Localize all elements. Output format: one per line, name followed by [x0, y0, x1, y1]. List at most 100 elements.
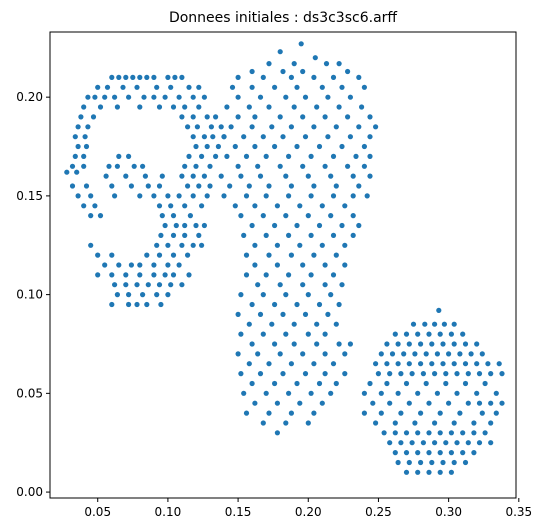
data-point: [204, 114, 210, 120]
data-point: [375, 371, 381, 377]
data-point: [224, 153, 230, 159]
data-point: [162, 94, 168, 100]
data-point: [429, 361, 435, 367]
data-point: [263, 153, 269, 159]
data-point: [440, 341, 446, 347]
x-tick-label: 0.35: [505, 505, 532, 519]
data-point: [176, 193, 182, 199]
data-point: [339, 222, 345, 229]
data-point: [190, 173, 196, 179]
data-point: [227, 183, 233, 189]
data-point: [387, 440, 393, 446]
data-point: [384, 341, 390, 347]
data-point: [364, 193, 370, 199]
data-point: [291, 321, 297, 327]
data-point: [392, 331, 398, 337]
data-point: [274, 262, 280, 268]
data-point: [140, 163, 146, 169]
data-point: [323, 61, 330, 67]
data-point: [378, 410, 384, 416]
data-point: [403, 450, 410, 456]
data-point: [190, 94, 196, 100]
data-point: [179, 242, 185, 248]
data-point: [333, 183, 339, 189]
data-point: [441, 321, 447, 327]
data-point: [392, 430, 398, 436]
data-point: [426, 331, 432, 337]
data-point: [322, 371, 328, 377]
data-point: [412, 420, 418, 426]
data-point: [395, 390, 401, 396]
data-point: [345, 68, 351, 75]
data-point: [196, 104, 202, 110]
data-point: [112, 282, 118, 288]
data-point: [196, 183, 202, 189]
data-point: [269, 124, 275, 130]
data-point: [126, 94, 132, 100]
data-point: [109, 183, 115, 189]
data-point: [85, 94, 91, 100]
data-point: [474, 361, 480, 367]
data-point: [274, 242, 280, 248]
data-point: [165, 193, 171, 199]
data-point: [277, 351, 283, 357]
data-point: [488, 371, 494, 377]
data-point: [204, 193, 210, 199]
data-point: [235, 74, 241, 80]
data-point: [207, 183, 213, 189]
data-point: [462, 341, 469, 347]
data-point: [471, 430, 477, 436]
data-point: [286, 390, 292, 396]
data-point: [398, 371, 404, 377]
data-point: [131, 163, 137, 169]
data-point: [347, 94, 353, 100]
data-point: [305, 420, 311, 426]
x-tick-label: 0.05: [84, 505, 111, 519]
data-point: [103, 173, 109, 179]
data-point: [300, 68, 306, 75]
data-point: [232, 203, 238, 209]
data-point: [92, 203, 98, 209]
data-point: [305, 331, 311, 337]
data-point: [221, 193, 227, 199]
y-tick-label: 0.15: [16, 189, 43, 203]
data-point: [300, 114, 306, 120]
data-point: [241, 134, 247, 140]
y-tick-label: 0.05: [16, 386, 43, 400]
data-point: [311, 183, 317, 189]
data-point: [109, 272, 115, 278]
data-point: [75, 143, 81, 150]
data-point: [221, 134, 227, 140]
data-point: [159, 173, 165, 179]
data-point: [342, 351, 348, 357]
data-point: [260, 134, 266, 140]
data-point: [249, 222, 255, 229]
data-point: [176, 94, 182, 100]
data-point: [269, 321, 275, 327]
data-point: [218, 173, 224, 179]
data-point: [305, 173, 311, 179]
data-point: [418, 361, 424, 367]
data-point: [319, 84, 325, 90]
data-point: [140, 292, 146, 298]
data-point: [179, 173, 185, 179]
data-point: [300, 282, 306, 288]
data-point: [409, 440, 415, 446]
data-point: [367, 153, 373, 159]
data-point: [493, 390, 499, 396]
data-point: [347, 341, 353, 347]
data-point: [266, 361, 272, 367]
data-point: [196, 232, 202, 238]
data-point: [350, 173, 356, 179]
data-point: [314, 104, 320, 110]
data-point: [241, 390, 247, 396]
data-point: [342, 371, 348, 377]
data-point: [283, 213, 289, 219]
data-point: [367, 114, 373, 120]
data-point: [446, 351, 452, 357]
data-point: [274, 203, 280, 209]
data-point: [156, 282, 163, 288]
data-point: [392, 450, 398, 456]
data-point: [156, 252, 163, 258]
data-point: [432, 321, 438, 327]
